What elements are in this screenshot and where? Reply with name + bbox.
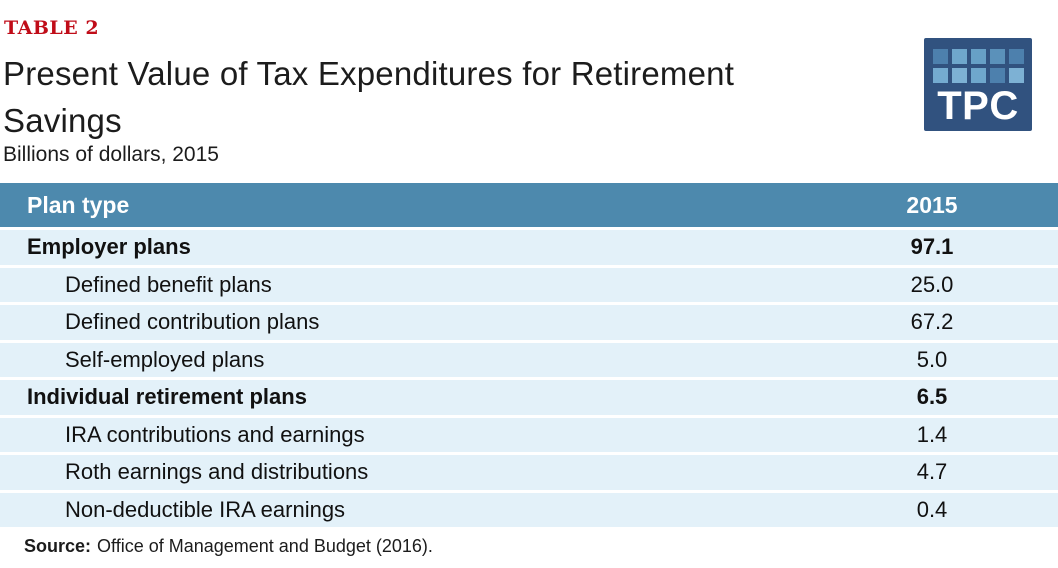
table-number-label: TABLE 2 xyxy=(4,17,100,39)
column-header-year: 2015 xyxy=(906,191,958,218)
units-subtitle: Billions of dollars, 2015 xyxy=(3,143,219,166)
logo-square xyxy=(1009,49,1024,64)
row-label: Roth earnings and distributions xyxy=(65,459,369,485)
table-row: Defined contribution plans 67.2 xyxy=(0,305,1058,340)
row-label: Defined benefit plans xyxy=(65,271,272,297)
row-label: IRA contributions and earnings xyxy=(65,421,365,447)
logo-square xyxy=(990,68,1005,83)
page-title: Present Value of Tax Expenditures for Re… xyxy=(3,50,734,144)
logo-square xyxy=(933,49,948,64)
row-value: 1.4 xyxy=(916,421,948,447)
table-body: Employer plans 97.1 Defined benefit plan… xyxy=(0,230,1058,527)
logo-square xyxy=(1009,68,1024,83)
logo-square xyxy=(933,68,948,83)
row-label: Employer plans xyxy=(27,234,191,260)
tpc-logo-squares-icon xyxy=(933,49,1024,83)
logo-square xyxy=(952,68,967,83)
table-row: Roth earnings and distributions 4.7 xyxy=(0,455,1058,490)
source-label: Source: xyxy=(24,536,92,556)
row-value: 67.2 xyxy=(910,309,954,335)
table-row: Defined benefit plans 25.0 xyxy=(0,267,1058,302)
table-header-row: Plan type 2015 xyxy=(0,183,1058,227)
logo-square xyxy=(971,49,986,64)
column-header-plan-type: Plan type xyxy=(27,191,130,218)
logo-square xyxy=(971,68,986,83)
table-row: Self-employed plans 5.0 xyxy=(0,342,1058,377)
table-row: Employer plans 97.1 xyxy=(0,230,1058,265)
row-value: 0.4 xyxy=(916,496,948,522)
logo-square xyxy=(952,49,967,64)
table-row: Non-deductible IRA earnings 0.4 xyxy=(0,492,1058,527)
logo-square xyxy=(990,49,1005,64)
table-row: IRA contributions and earnings 1.4 xyxy=(0,417,1058,452)
source-note: Source: Office of Management and Budget (… xyxy=(24,536,433,557)
tpc-logo: TPC xyxy=(924,38,1032,131)
row-label: Defined contribution plans xyxy=(65,309,320,335)
row-value: 25.0 xyxy=(910,271,954,297)
page-title-line-2: Savings xyxy=(3,102,122,139)
row-value: 4.7 xyxy=(916,459,948,485)
row-label: Non-deductible IRA earnings xyxy=(65,496,346,522)
page-title-line-1: Present Value of Tax Expenditures for Re… xyxy=(3,55,735,92)
source-text: Office of Management and Budget (2016). xyxy=(97,536,433,556)
row-value: 97.1 xyxy=(910,234,954,260)
row-value: 5.0 xyxy=(916,346,948,372)
table-row: Individual retirement plans 6.5 xyxy=(0,380,1058,415)
tpc-logo-text: TPC xyxy=(937,84,1019,128)
row-label: Individual retirement plans xyxy=(27,384,307,410)
row-label: Self-employed plans xyxy=(65,346,265,372)
row-value: 6.5 xyxy=(916,384,948,410)
